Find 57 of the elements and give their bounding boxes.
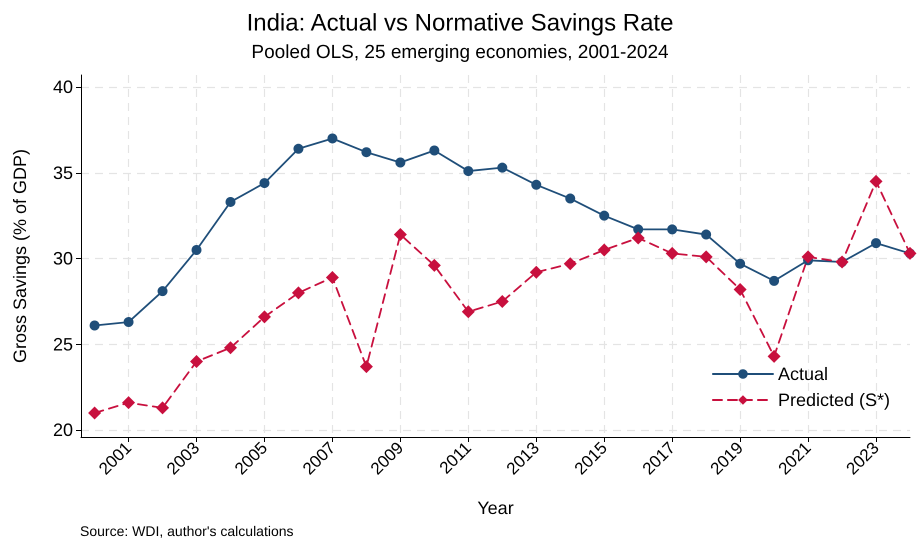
point <box>599 210 610 221</box>
point <box>428 258 441 272</box>
y-tick-label: 30 <box>52 248 73 269</box>
x-axis-title: Year <box>477 498 514 518</box>
point <box>870 174 883 188</box>
point <box>667 224 678 234</box>
point <box>769 276 780 286</box>
point <box>633 224 644 234</box>
point <box>429 145 440 156</box>
point <box>293 144 304 154</box>
point <box>395 158 406 168</box>
point <box>224 341 237 354</box>
point <box>531 180 542 190</box>
point <box>735 258 746 269</box>
y-tick-label: 20 <box>52 420 73 440</box>
source-note: Source: WDI, author's calculations <box>80 523 294 539</box>
y-tick-label: 35 <box>52 162 73 183</box>
point <box>361 147 372 158</box>
point <box>530 266 543 279</box>
point <box>192 245 202 255</box>
point <box>497 162 508 173</box>
point <box>156 401 170 414</box>
chart-subtitle: Pooled OLS, 25 emerging economies, 2001-2024 <box>251 42 670 63</box>
point <box>565 194 576 204</box>
point <box>598 243 611 256</box>
point <box>734 282 747 296</box>
point <box>122 396 136 410</box>
point <box>258 310 271 324</box>
point <box>394 228 407 242</box>
chart-title: India: Actual vs Normative Savings Rate <box>246 10 674 36</box>
point <box>190 355 204 368</box>
point <box>701 230 712 240</box>
point <box>327 133 338 144</box>
point <box>292 286 305 300</box>
point <box>871 238 882 248</box>
y-axis-title: Gross Savings (% of GDP) <box>10 148 30 364</box>
point <box>666 246 679 260</box>
point <box>463 166 474 176</box>
y-tick-label: 40 <box>52 77 73 98</box>
point <box>88 406 102 420</box>
point <box>462 305 475 318</box>
point <box>124 317 134 328</box>
point <box>496 294 509 308</box>
point <box>259 178 270 188</box>
point <box>226 196 236 207</box>
point <box>158 286 168 296</box>
point <box>768 350 781 363</box>
point <box>802 250 815 264</box>
point <box>90 320 100 330</box>
point <box>564 257 577 270</box>
legend-label: Actual <box>778 364 828 384</box>
y-tick-label: 25 <box>52 334 73 354</box>
point <box>632 231 645 244</box>
legend-label: Predicted (S*) <box>778 390 890 410</box>
point <box>360 360 373 374</box>
point <box>326 270 339 284</box>
point <box>700 250 713 264</box>
